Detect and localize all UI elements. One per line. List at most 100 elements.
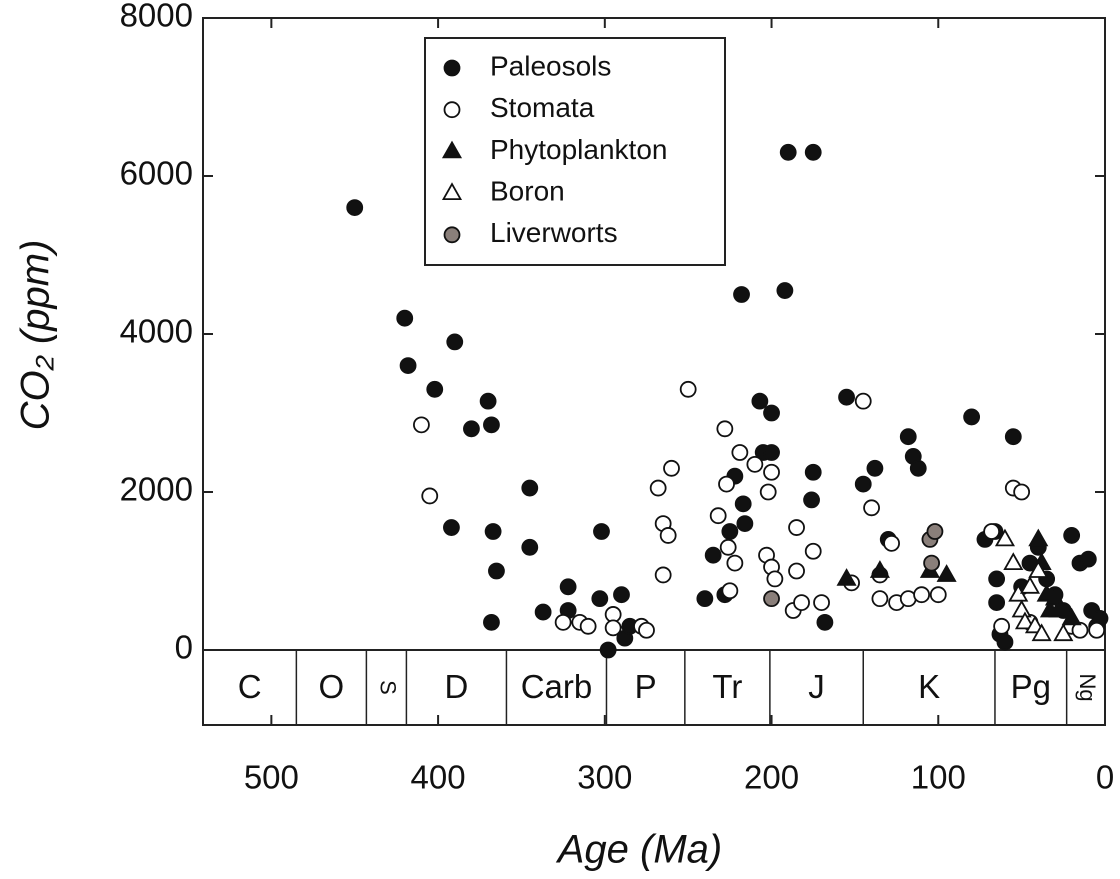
data-point <box>923 554 941 572</box>
data-point <box>638 621 655 639</box>
data-point <box>804 542 822 560</box>
data-point <box>733 286 750 303</box>
data-point <box>779 143 797 161</box>
data-point <box>659 527 677 544</box>
period-label: D <box>445 668 469 705</box>
data-point <box>746 455 764 473</box>
data-point <box>736 515 754 532</box>
data-point <box>443 519 460 536</box>
data-point <box>788 519 805 536</box>
data-point <box>1019 575 1041 594</box>
data-point <box>988 594 1006 611</box>
y-tick-label: 6000 <box>120 155 193 192</box>
data-point <box>479 392 497 410</box>
data-point <box>963 408 981 426</box>
data-point <box>1063 527 1081 544</box>
data-point <box>804 463 822 481</box>
period-label: Pg <box>1011 668 1051 705</box>
data-point <box>591 590 609 608</box>
data-point <box>936 564 957 582</box>
data-point <box>1028 528 1049 547</box>
data-point <box>929 586 947 604</box>
data-point <box>763 404 780 422</box>
data-point <box>709 507 727 525</box>
legend-marker <box>441 140 463 159</box>
data-point <box>731 444 749 461</box>
data-point <box>1053 623 1074 642</box>
data-point <box>816 613 834 631</box>
data-point <box>599 641 617 659</box>
data-point <box>521 479 539 497</box>
data-point <box>871 590 889 608</box>
data-point <box>776 282 794 299</box>
data-point <box>654 566 672 584</box>
data-point <box>649 479 667 497</box>
data-point <box>751 392 769 410</box>
data-point <box>1048 599 1069 618</box>
data-point <box>704 546 722 564</box>
data-point <box>446 333 464 351</box>
data-point <box>863 499 880 517</box>
data-point <box>1003 552 1024 570</box>
legend-label: Stomata <box>490 92 595 123</box>
period-label: K <box>918 668 940 705</box>
y-axis-title: CO₂ (ppm) <box>14 240 58 431</box>
data-point <box>869 560 890 578</box>
data-point <box>1061 607 1082 626</box>
data-point <box>1088 621 1106 639</box>
data-point <box>413 416 430 434</box>
data-point <box>484 523 502 540</box>
x-tick-label: 300 <box>577 759 632 796</box>
data-point <box>804 143 822 161</box>
data-point <box>996 633 1014 651</box>
data-point <box>521 538 539 556</box>
data-point <box>396 309 414 327</box>
data-point <box>483 416 500 434</box>
legend-marker <box>443 226 461 244</box>
data-point <box>813 594 830 611</box>
data-point <box>1044 587 1066 606</box>
data-point <box>994 528 1016 547</box>
legend-label: Phytoplankton <box>490 134 667 165</box>
data-point <box>719 538 737 556</box>
data-point <box>1031 623 1052 642</box>
x-tick-label: 500 <box>244 759 299 796</box>
period-label: J <box>808 668 825 705</box>
data-point <box>854 392 872 410</box>
x-tick-label: 100 <box>911 759 966 796</box>
data-point <box>463 420 480 438</box>
legend-marker <box>443 59 461 77</box>
y-tick-label: 4000 <box>120 313 193 350</box>
y-tick-label: 2000 <box>120 471 193 508</box>
data-point <box>763 590 780 608</box>
data-point <box>909 459 927 477</box>
period-label: Tr <box>712 668 742 705</box>
data-point <box>554 613 572 631</box>
data-point <box>1014 611 1036 630</box>
plot-frame <box>202 17 1106 726</box>
data-point <box>721 582 739 600</box>
x-tick-label: 200 <box>744 759 799 796</box>
x-tick-label: 400 <box>411 759 466 796</box>
data-point <box>696 590 714 608</box>
legend-label: Boron <box>490 175 565 206</box>
data-point <box>534 603 552 621</box>
period-label: S <box>376 680 401 695</box>
data-point <box>1013 483 1031 501</box>
data-point <box>421 487 439 505</box>
data-point <box>399 357 417 375</box>
data-point <box>926 523 944 540</box>
data-point <box>793 594 810 611</box>
data-point <box>983 523 1001 540</box>
legend-label: Paleosols <box>490 50 611 81</box>
data-point <box>759 483 777 501</box>
data-point <box>766 570 784 588</box>
legend-box <box>424 37 726 266</box>
period-label: Ng <box>1075 673 1100 701</box>
data-point <box>1004 428 1022 446</box>
x-axis-title: Age (Ma) <box>556 828 723 872</box>
period-label: O <box>319 668 345 705</box>
y-tick-label: 0 <box>175 629 193 666</box>
data-point <box>1028 560 1049 578</box>
